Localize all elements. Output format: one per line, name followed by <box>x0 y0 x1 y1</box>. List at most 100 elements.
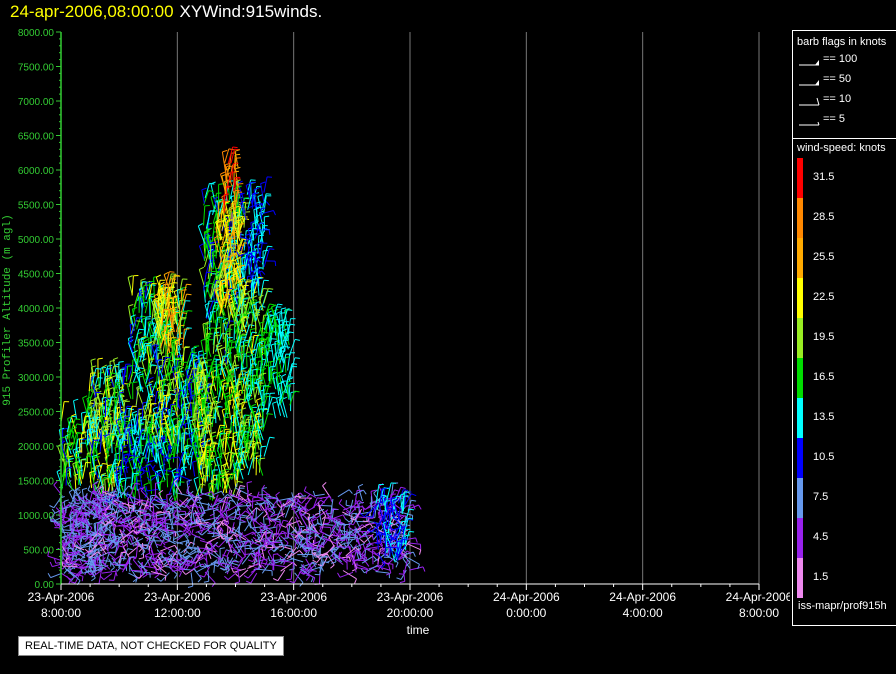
wind-barb-flag <box>250 358 256 360</box>
wind-barb-flag <box>270 330 276 332</box>
wind-barb <box>95 525 103 535</box>
wind-barb <box>113 412 117 431</box>
wind-barb-flag <box>148 514 155 517</box>
wind-barb <box>245 235 250 251</box>
wind-barb <box>205 388 213 405</box>
wind-barb <box>120 485 129 496</box>
wind-barb-flag <box>245 434 251 438</box>
wind-barb <box>219 381 226 399</box>
wind-barb-flag <box>338 499 343 504</box>
wind-barb <box>192 462 196 477</box>
wind-barb-flag <box>330 561 337 564</box>
wind-barb-flag <box>234 367 240 370</box>
wind-barb <box>260 562 274 566</box>
wind-barb-flag <box>303 551 308 556</box>
wind-barb-flag <box>171 310 177 313</box>
wind-barb-flag <box>218 433 224 437</box>
wind-barb <box>67 432 72 447</box>
wind-barb <box>115 564 127 567</box>
wind-barb <box>219 318 222 338</box>
wind-barb <box>200 427 204 442</box>
wind-barb <box>256 268 260 286</box>
wind-barb <box>207 424 213 444</box>
wind-barb-flag <box>79 437 85 440</box>
wind-barb-flag <box>84 514 88 520</box>
wind-barb <box>166 360 171 378</box>
wind-barb <box>206 229 209 244</box>
wind-barb-flag <box>107 438 113 441</box>
wind-barb <box>212 222 216 239</box>
wind-barb-flag <box>259 374 265 376</box>
wind-barb-flag <box>100 367 107 369</box>
wind-barb <box>187 367 193 385</box>
wind-barb-flag <box>92 539 95 545</box>
wind-barb <box>231 462 238 481</box>
wind-barb <box>179 499 191 511</box>
wind-barb <box>200 548 213 559</box>
wind-barb-flag <box>152 418 158 422</box>
wind-barb <box>115 509 127 514</box>
wind-barb <box>259 458 261 473</box>
wind-barb-flag <box>251 303 257 306</box>
wind-barb <box>174 481 180 502</box>
wind-barb-flag <box>267 307 273 311</box>
wind-barb <box>214 407 217 424</box>
wind-barb-flag <box>71 413 77 417</box>
wind-barb-flag <box>252 531 257 537</box>
wind-barb-flag <box>193 377 199 381</box>
wind-barb-flag <box>197 546 199 552</box>
wind-barb <box>87 430 93 446</box>
wind-barb-flag <box>116 535 122 539</box>
wind-barb <box>255 306 261 322</box>
wind-barb-flag <box>240 264 246 267</box>
wind-barb <box>149 297 152 316</box>
wind-barb-flag <box>237 196 243 199</box>
wind-barb-flag <box>110 567 115 572</box>
wind-barb <box>251 305 256 321</box>
wind-barb-flag <box>399 580 405 584</box>
wind-barb-flag <box>138 565 144 569</box>
wind-barb-flag <box>90 419 95 422</box>
wind-barb-flag <box>269 314 275 316</box>
wind-barb-flag <box>210 416 216 419</box>
wind-barb-flag <box>115 383 121 387</box>
wind-barb-flag <box>137 296 143 298</box>
wind-barb-flag <box>157 358 163 361</box>
wind-barb-flag <box>102 529 108 534</box>
wind-barb <box>187 417 191 436</box>
wind-barb-flag <box>104 433 110 437</box>
wind-barb-flag <box>219 452 225 455</box>
wind-barb <box>251 279 255 297</box>
wind-barb <box>161 309 165 326</box>
wind-barb-flag <box>62 517 65 523</box>
wind-barb <box>75 489 81 503</box>
wind-barb <box>229 441 233 462</box>
wind-barb <box>245 297 250 314</box>
wind-barb <box>191 497 198 512</box>
wind-barb <box>250 412 255 430</box>
wind-barb <box>232 433 236 452</box>
wind-barb <box>143 319 146 337</box>
wind-barb-flag <box>224 452 230 456</box>
wind-barb-flag <box>237 215 243 218</box>
wind-barb-flag <box>174 371 180 374</box>
wind-barb <box>225 263 231 282</box>
wind-barb-flag <box>97 554 102 559</box>
wind-barb <box>68 491 76 504</box>
wind-barb-flag <box>258 276 264 279</box>
wind-barb-flag <box>193 476 199 480</box>
wind-barb-flag <box>204 407 210 411</box>
wind-barb-flag <box>236 251 240 257</box>
wind-barb-flag <box>216 401 222 404</box>
wind-barb-flag <box>274 339 280 343</box>
wind-barb <box>95 418 98 438</box>
wind-barb-flag <box>240 200 246 204</box>
wind-barb-flag <box>279 312 285 314</box>
wind-barb-flag <box>198 385 204 388</box>
wind-barb <box>131 353 139 370</box>
wind-barb-flag <box>242 304 248 307</box>
wind-barb-flag <box>361 552 366 558</box>
wind-barb <box>100 522 103 537</box>
wind-barb-flag <box>229 341 235 343</box>
wind-barb <box>237 463 244 480</box>
